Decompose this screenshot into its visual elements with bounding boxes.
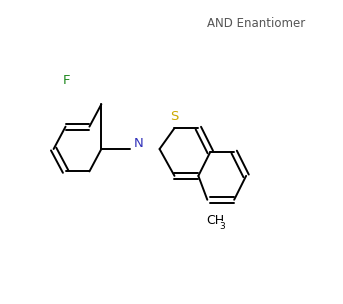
Text: N: N [134, 136, 144, 150]
Text: CH: CH [207, 214, 225, 227]
Text: F: F [63, 74, 70, 87]
Text: S: S [170, 110, 179, 123]
Text: 3: 3 [219, 222, 225, 230]
Text: AND Enantiomer: AND Enantiomer [207, 17, 306, 30]
